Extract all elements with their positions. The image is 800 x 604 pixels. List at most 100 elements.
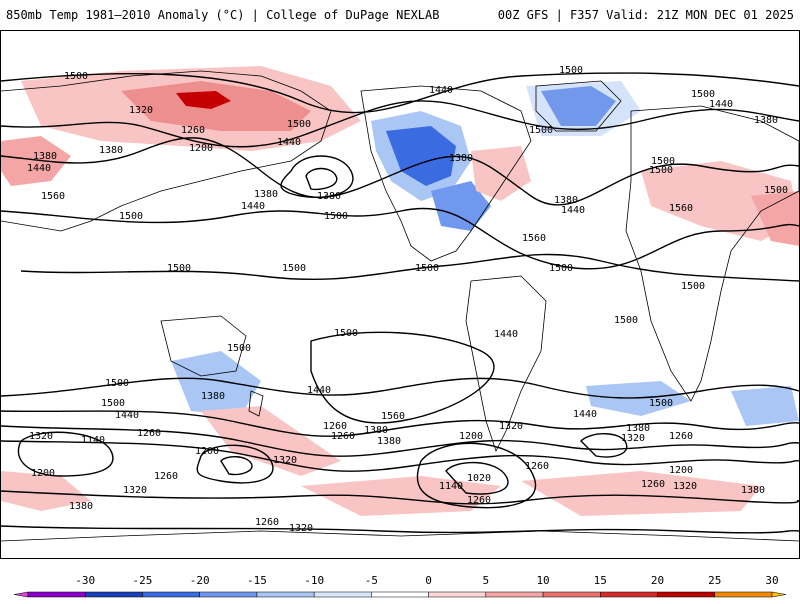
- contour-label: 1560: [381, 411, 405, 422]
- colorbar-tick-label: -30: [75, 574, 95, 587]
- contour-label: 1320: [499, 421, 523, 432]
- cool-anomaly-south-atlantic: [586, 381, 691, 416]
- contour-label: 1500: [324, 211, 348, 222]
- colorbar-tick-label: -15: [247, 574, 267, 587]
- coast-antarctica: [1, 530, 799, 542]
- contour-label: 1500: [649, 165, 673, 176]
- colorbar-swatch: [714, 591, 773, 598]
- contour-labels: 1500 1440 1500 1500 1440 1380 1320 1260 …: [27, 65, 788, 534]
- colorbar-swatch: [313, 591, 372, 598]
- colorbar-swatch: [142, 591, 200, 598]
- contour-label: 1500: [282, 263, 306, 274]
- contour-label: 1320: [273, 455, 297, 466]
- colorbar-svg: -30 -25 -20 -15 -10 -5 0 5 10 15 20 25 30: [13, 574, 787, 598]
- contour-label: 1380: [754, 115, 778, 126]
- contour-label: 1380: [449, 153, 473, 164]
- contour-label: 1380: [377, 436, 401, 447]
- colorbar-arrow-low: [13, 591, 29, 598]
- contour-label: 1500: [287, 119, 311, 130]
- contour-label: 1200: [189, 143, 213, 154]
- map-title: 850mb Temp 1981–2010 Anomaly (°C) | Coll…: [6, 8, 440, 22]
- contour-label: 1440: [709, 99, 733, 110]
- contour-label: 1260: [181, 125, 205, 136]
- warm-anomaly-south-pacific-band: [201, 406, 341, 476]
- warm-anomaly-southern-ocean: [301, 476, 501, 516]
- colorbar-swatch: [27, 591, 86, 598]
- coast-asia: [1, 70, 332, 232]
- contour-label: 1440: [561, 205, 585, 216]
- contour-label: 1560: [41, 191, 65, 202]
- colorbar-swatch: [84, 591, 143, 598]
- contour-1440-north: [1, 100, 799, 148]
- colorbar-tick-label: -5: [365, 574, 378, 587]
- contour-label: 1500: [167, 263, 191, 274]
- contour-label: 1020: [467, 473, 491, 484]
- contour-label: 1260: [323, 421, 347, 432]
- map-frame: 1500 1440 1500 1500 1440 1380 1320 1260 …: [0, 30, 800, 559]
- contour-label: 1500: [764, 185, 788, 196]
- contour-label: 1500: [119, 211, 143, 222]
- cool-anomaly-south-pacific: [171, 351, 261, 416]
- contour-1380-north: [1, 137, 799, 206]
- contour-label: 1140: [439, 481, 463, 492]
- map-svg: 1500 1440 1500 1500 1440 1380 1320 1260 …: [1, 65, 799, 542]
- cool-anomaly-greenland-halo: [526, 81, 641, 136]
- contour-label: 1440: [494, 329, 518, 340]
- colorbar-swatch: [256, 591, 315, 598]
- coast-south-america: [465, 275, 547, 453]
- colorbar-swatch: [542, 591, 601, 598]
- contour-label: 1320: [29, 431, 53, 442]
- contour-1380-south: [1, 425, 799, 457]
- contour-label: 1380: [364, 425, 388, 436]
- contour-label: 1380: [741, 485, 765, 496]
- anomaly-shading: [1, 66, 799, 516]
- warm-anomaly-southwest: [1, 471, 91, 511]
- warm-anomaly-siberia-east: [751, 191, 799, 246]
- colorbar-tick-label: 5: [483, 574, 490, 587]
- contour-label: 1380: [626, 423, 650, 434]
- coastlines: [1, 70, 799, 542]
- contour-label: 1500: [691, 89, 715, 100]
- cool-anomaly-indian-ocean: [731, 386, 799, 426]
- colorbar-swatch: [657, 591, 716, 598]
- contour-label: 1560: [669, 203, 693, 214]
- contour-low-pacific: [280, 155, 354, 198]
- contour-label: 1500: [227, 343, 251, 354]
- contour-label: 1440: [429, 85, 453, 96]
- contour-label: 1260: [641, 479, 665, 490]
- height-contours: [1, 72, 799, 534]
- contour-label: 1200: [195, 446, 219, 457]
- contour-label: 1500: [64, 71, 88, 82]
- contour-label: 1500: [105, 378, 129, 389]
- colorbar-tick-label: -20: [190, 574, 210, 587]
- contour-label: 1260: [154, 471, 178, 482]
- contour-label: 1380: [69, 501, 93, 512]
- colorbar-swatch: [428, 591, 487, 598]
- contour-low-pacific-inner: [305, 167, 338, 191]
- contour-label: 1440: [307, 385, 331, 396]
- colorbar-tick-label: -10: [304, 574, 324, 587]
- contour-1500-south: [1, 377, 799, 399]
- colorbar-tick-label: 25: [708, 574, 721, 587]
- coast-greenland: [535, 80, 622, 132]
- warm-anomaly-core: [176, 91, 231, 109]
- contour-label: 1260: [525, 461, 549, 472]
- colorbar-swatch: [485, 591, 544, 598]
- contour-label: 1320: [621, 433, 645, 444]
- contour-label: 1500: [549, 263, 573, 274]
- colorbar-swatch: [371, 591, 429, 598]
- warm-anomaly-asia-west: [1, 136, 71, 186]
- contour-label: 1320: [129, 105, 153, 116]
- colorbar: -30 -25 -20 -15 -10 -5 0 5 10 15 20 25 30: [0, 570, 800, 600]
- warm-anomaly-southern-ocean-2: [521, 471, 761, 516]
- contour-label: 1260: [255, 517, 279, 528]
- cold-anomaly-north-america: [386, 126, 456, 186]
- contour-low-south-1-inner: [220, 456, 253, 476]
- contour-1440-south: [1, 410, 799, 437]
- contour-label: 1500: [529, 125, 553, 136]
- warm-anomaly-europe: [641, 161, 799, 241]
- contour-label: 1380: [317, 191, 341, 202]
- contour-label: 1380: [33, 151, 57, 162]
- contour-low-south-1: [196, 444, 274, 484]
- colorbar-arrow-high: [771, 591, 787, 598]
